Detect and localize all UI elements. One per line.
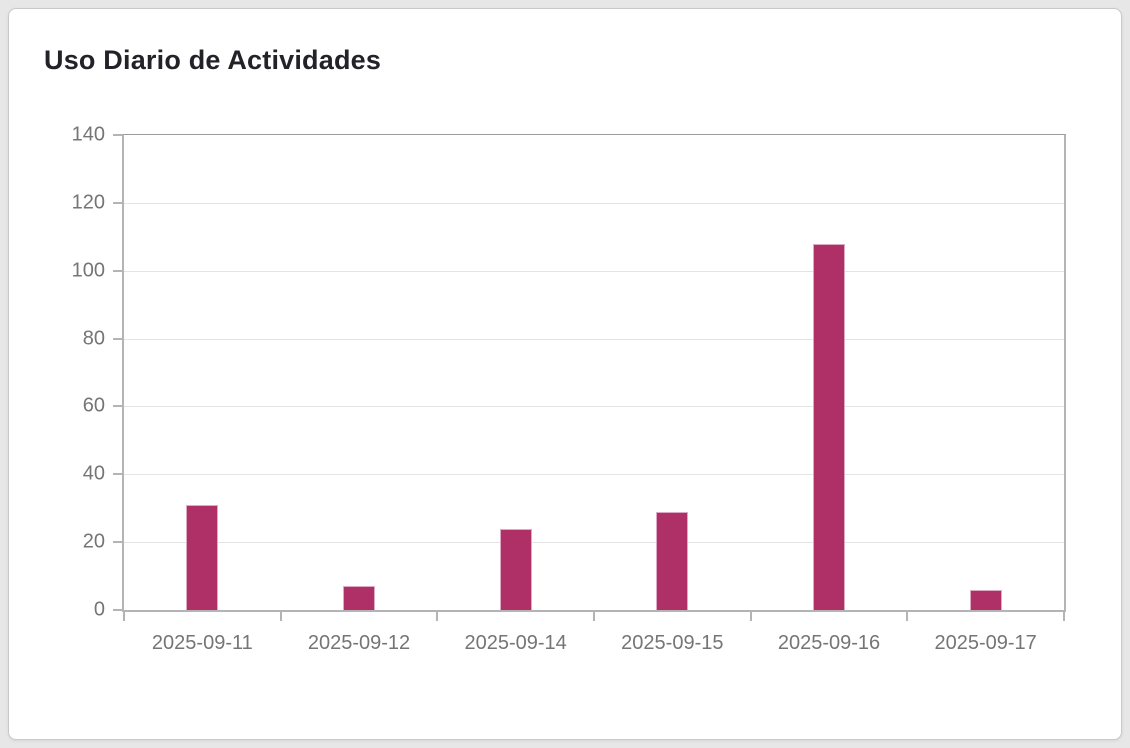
- chart-card: Uso Diario de Actividades 0 20 40 60 80 100 12…: [8, 8, 1122, 740]
- y-tick-0: [113, 609, 122, 611]
- y-gridline-120: [124, 202, 1064, 204]
- bar-2025-09-11: [186, 504, 219, 610]
- y-tick-label: 0: [93, 598, 105, 621]
- x-tick-label: 2025-09-14: [464, 632, 567, 654]
- y-tick-label: 140: [71, 123, 105, 146]
- y-tick-label: 20: [82, 530, 105, 553]
- y-tick-20: [113, 541, 122, 544]
- x-tick-label: 2025-09-12: [307, 632, 411, 654]
- y-tick-60: [113, 405, 122, 408]
- y-gridline-100: [124, 270, 1064, 272]
- y-tick-label: 100: [71, 259, 105, 282]
- chart-title: Uso Diario de Actividades: [44, 45, 382, 75]
- y-gridline-40: [124, 474, 1064, 476]
- y-tick-40: [113, 473, 122, 476]
- x-tick-3: [593, 612, 595, 621]
- bar-2025-09-15: [656, 511, 689, 610]
- y-tick-140: [113, 134, 122, 136]
- x-tick-4: [749, 612, 752, 621]
- x-tick-label: 2025-09-17: [934, 632, 1037, 654]
- y-tick-label: 60: [82, 394, 105, 417]
- x-tick-6: [1063, 612, 1065, 621]
- y-tick-label: 80: [82, 327, 105, 350]
- y-gridline-20: [124, 542, 1064, 544]
- y-gridline-80: [124, 338, 1064, 340]
- x-tick-label: 2025-09-15: [621, 632, 724, 654]
- x-tick-0: [123, 612, 125, 621]
- y-tick-100: [113, 269, 122, 272]
- x-tick-2: [436, 612, 439, 621]
- bar-2025-09-16: [813, 243, 845, 610]
- x-tick-label: 2025-09-16: [777, 632, 881, 654]
- y-gridline-60: [124, 406, 1064, 408]
- x-tick-5: [906, 612, 909, 621]
- x-tick-1: [279, 612, 282, 621]
- plot-area: 0 20 40 60 80 100 120 140 2025-09-11 2025-09-12 20…: [72, 124, 1066, 654]
- bar-2025-09-12: [343, 586, 375, 610]
- y-tick-80: [113, 337, 122, 340]
- y-tick-label: 120: [71, 191, 105, 214]
- bar-2025-09-14: [499, 528, 532, 610]
- x-tick-label: 2025-09-11: [151, 632, 253, 654]
- y-tick-120: [113, 201, 122, 204]
- bar-2025-09-17: [969, 589, 1002, 610]
- y-tick-label: 40: [82, 462, 105, 485]
